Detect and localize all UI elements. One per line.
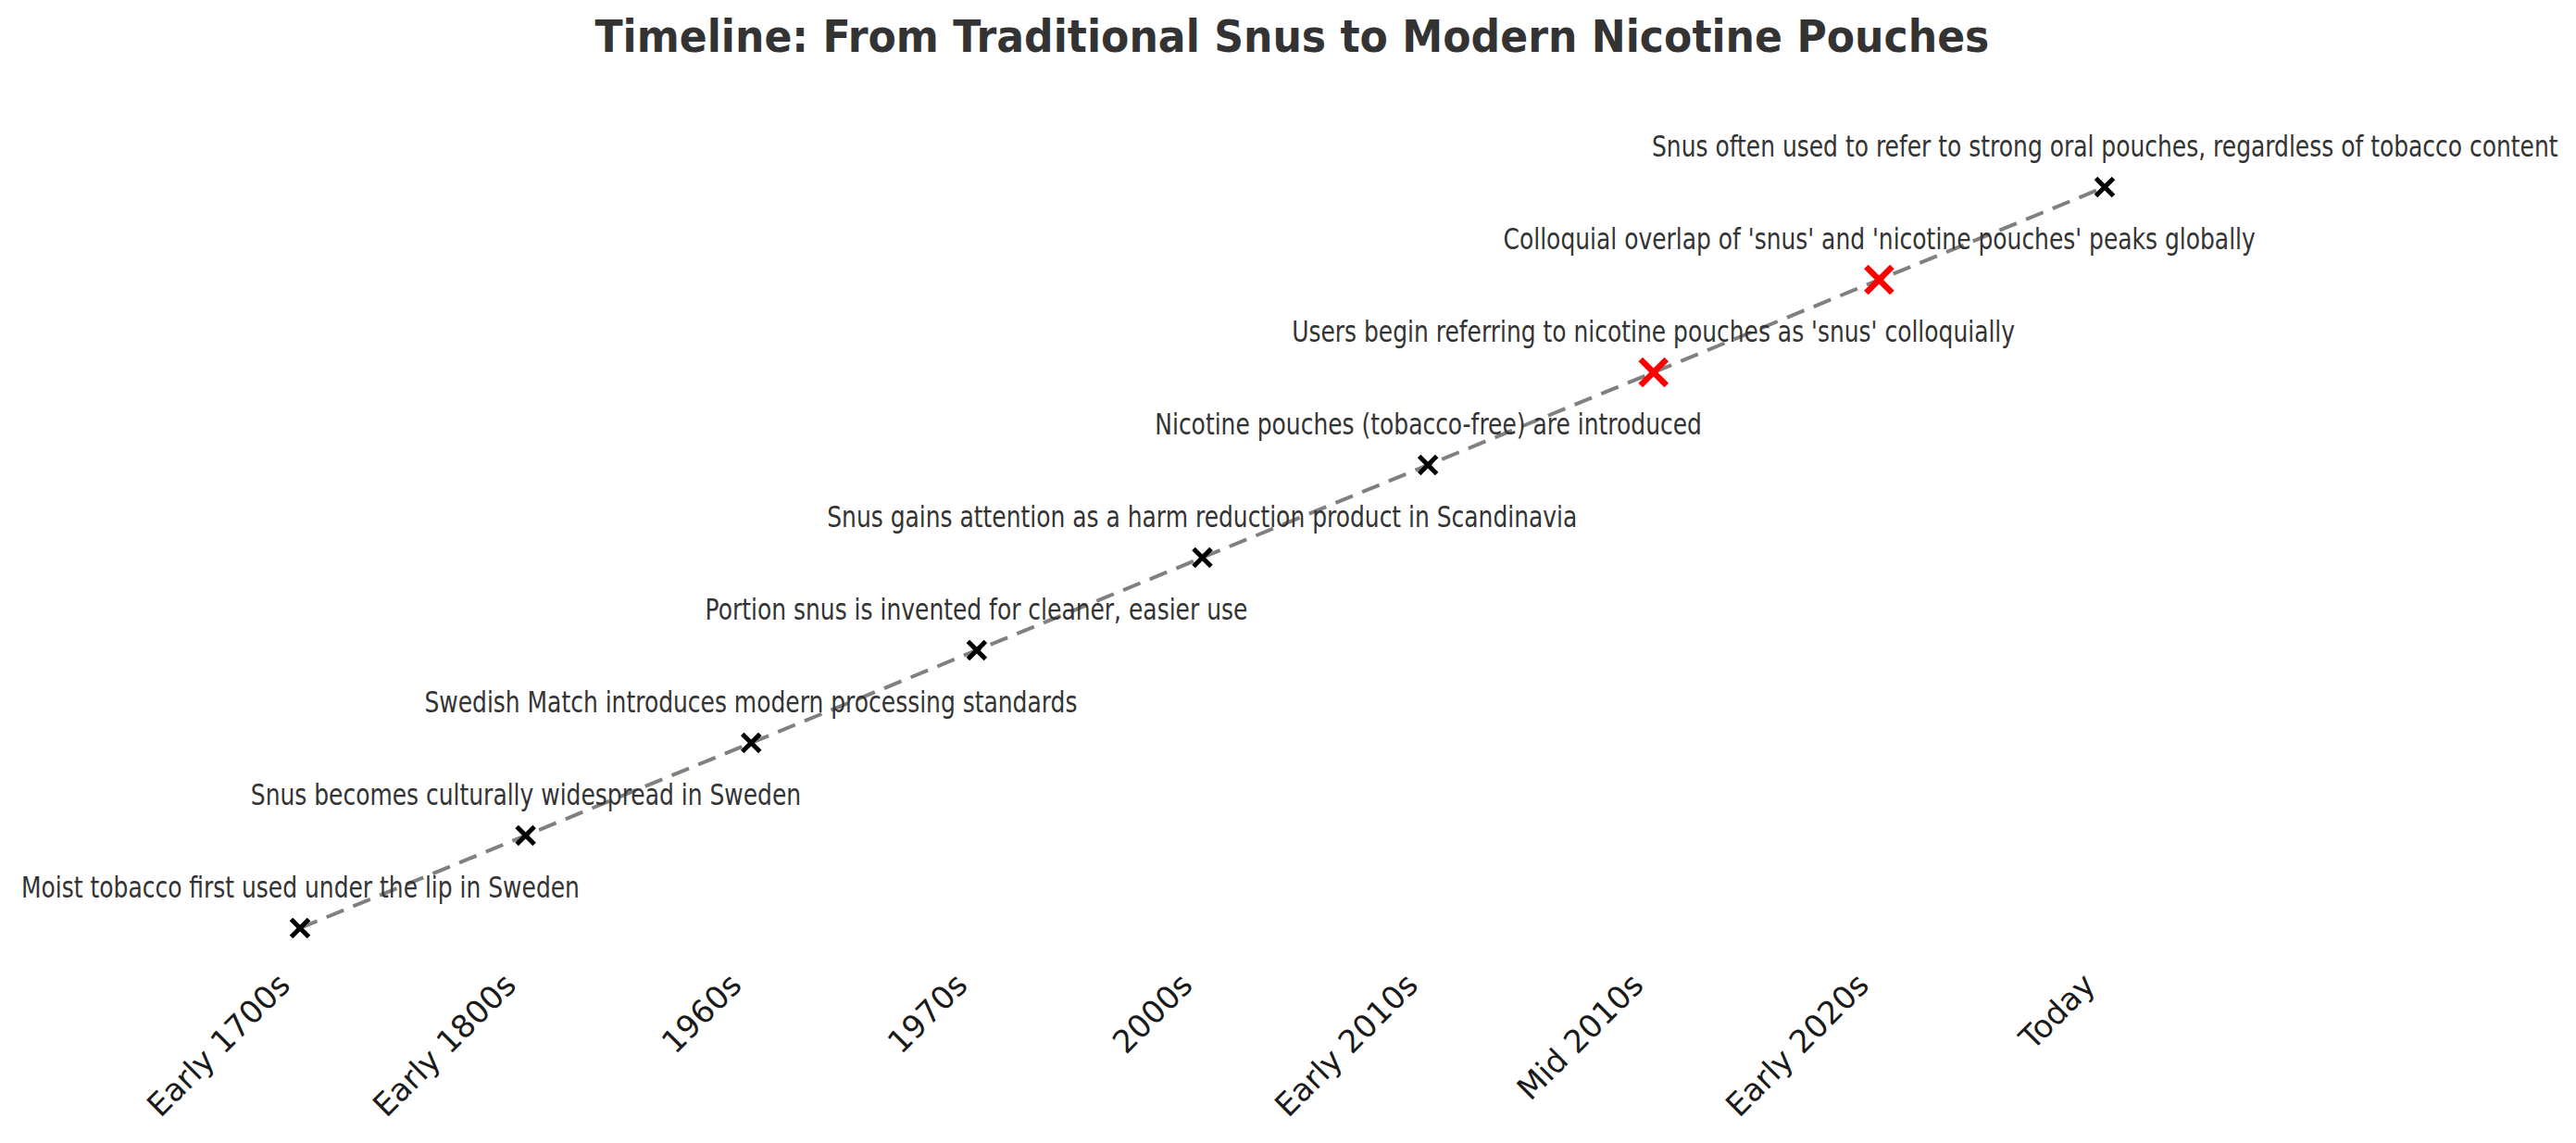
x-marker [517, 827, 534, 845]
point-label-row: Users begin referring to nicotine pouche… [913, 317, 2395, 346]
highlight-x-marker [1641, 359, 1667, 385]
x-marker [292, 920, 309, 937]
point-label: Snus becomes culturally widespread in Sw… [250, 780, 800, 810]
point-label: Colloquial overlap of 'snus' and 'nicoti… [1503, 224, 2255, 254]
point-label: Swedish Match introduces modern processi… [425, 687, 1078, 717]
point-label-row: Snus becomes culturally widespread in Sw… [0, 780, 1267, 810]
point-label-row: Colloquial overlap of 'snus' and 'nicoti… [1138, 224, 2576, 254]
point-label: Nicotine pouches (tobacco-free) are intr… [1155, 409, 1702, 439]
point-label: Moist tobacco first used under the lip i… [21, 873, 580, 902]
point-label: Snus often used to refer to strong oral … [1652, 132, 2558, 161]
highlight-x-marker [1866, 267, 1892, 293]
x-marker [743, 735, 760, 752]
point-label: Snus gains attention as a harm reduction… [827, 502, 1577, 532]
point-label-row: Nicotine pouches (tobacco-free) are intr… [687, 409, 2169, 439]
point-label-row: Portion snus is invented for cleaner, ea… [236, 595, 1718, 624]
x-marker [1419, 457, 1437, 474]
timeline-plot [0, 0, 2576, 1143]
point-label-row: Snus gains attention as a harm reduction… [462, 502, 1944, 532]
point-label: Portion snus is invented for cleaner, ea… [706, 595, 1248, 624]
point-label-row: Moist tobacco first used under the lip i… [0, 873, 1041, 902]
x-marker [2096, 179, 2114, 196]
x-marker [1194, 549, 1211, 567]
point-label: Users begin referring to nicotine pouche… [1292, 317, 2015, 346]
x-marker [968, 642, 985, 659]
point-label-row: Snus often used to refer to strong oral … [1364, 132, 2576, 161]
point-label-row: Swedish Match introduces modern processi… [10, 687, 1492, 717]
timeline-figure: Timeline: From Traditional Snus to Moder… [0, 0, 2576, 1143]
